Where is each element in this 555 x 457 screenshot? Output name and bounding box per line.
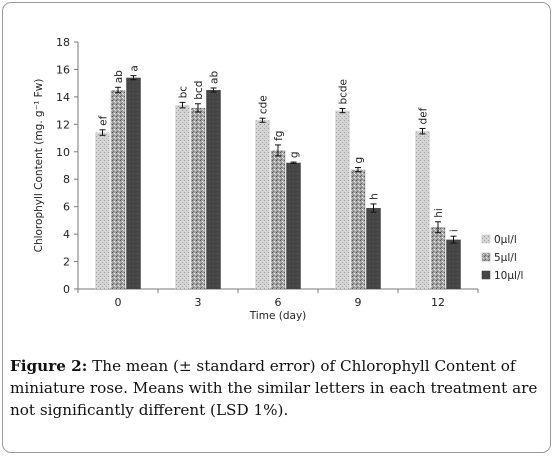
y-tick-label: 12 xyxy=(56,118,70,131)
caption-label: Figure 2: xyxy=(10,357,88,375)
significance-letter: bc xyxy=(178,86,190,99)
y-tick-label: 4 xyxy=(63,228,70,241)
significance-letter: ab xyxy=(113,70,125,83)
significance-letter: ab xyxy=(209,71,221,84)
y-tick-label: 2 xyxy=(63,256,70,269)
bar xyxy=(126,77,141,289)
y-tick-label: 10 xyxy=(56,146,70,159)
bar xyxy=(286,162,301,289)
y-axis-label: Chlorophyll Content (mg. g⁻¹ Fw) xyxy=(33,79,45,253)
bar xyxy=(255,120,270,289)
significance-letter: i xyxy=(449,229,461,232)
figure-caption: Figure 2: The mean (± standard error) of… xyxy=(10,355,545,421)
y-tick-label: 8 xyxy=(63,173,70,186)
significance-letter: a xyxy=(129,65,141,71)
y-tick-label: 18 xyxy=(56,36,70,49)
significance-letter: g xyxy=(353,157,365,164)
bar xyxy=(175,105,190,289)
bar xyxy=(430,227,446,289)
x-tick-label: 6 xyxy=(275,296,282,309)
significance-letter: hi xyxy=(433,208,445,218)
caption-text: The mean (± standard error) of Chlorophy… xyxy=(10,357,538,419)
y-tick-label: 6 xyxy=(63,201,70,214)
significance-letter: cde xyxy=(258,95,270,114)
bar-chart: 0 2 4 6 8 10 12 14 16 18 0 3 6 9 12 Time (day) Chlorophy… xyxy=(33,36,523,322)
bar xyxy=(335,110,350,289)
y-tick-label: 16 xyxy=(56,63,70,76)
significance-letter: h xyxy=(369,193,381,200)
y-tick-label: 0 xyxy=(63,283,70,296)
legend-label: 5µl/l xyxy=(494,252,517,264)
significance-letter: g xyxy=(289,151,301,158)
bar xyxy=(366,208,381,289)
significance-letter: bcde xyxy=(338,79,350,105)
x-tick-label: 9 xyxy=(355,296,362,309)
y-tick-label: 14 xyxy=(56,91,70,104)
bar xyxy=(446,239,461,289)
x-tick-label: 12 xyxy=(431,296,445,309)
legend-swatch xyxy=(481,234,491,244)
bar xyxy=(415,131,430,289)
legend-swatch xyxy=(481,252,491,262)
legend-swatch xyxy=(481,270,491,280)
x-tick-label: 0 xyxy=(115,296,122,309)
bar xyxy=(95,132,110,289)
x-axis-label: Time (day) xyxy=(249,310,307,322)
bar xyxy=(350,169,366,289)
significance-letter: bcd xyxy=(193,81,205,100)
significance-letter: ef xyxy=(98,115,110,125)
significance-letter: def xyxy=(418,107,430,124)
legend-label: 0µl/l xyxy=(494,234,517,246)
bar xyxy=(110,90,126,290)
bar xyxy=(190,107,206,289)
bar xyxy=(206,90,221,290)
legend-label: 10µl/l xyxy=(494,270,523,282)
bar xyxy=(270,150,286,289)
x-tick-label: 3 xyxy=(195,296,202,309)
significance-letter: fg xyxy=(273,131,285,141)
